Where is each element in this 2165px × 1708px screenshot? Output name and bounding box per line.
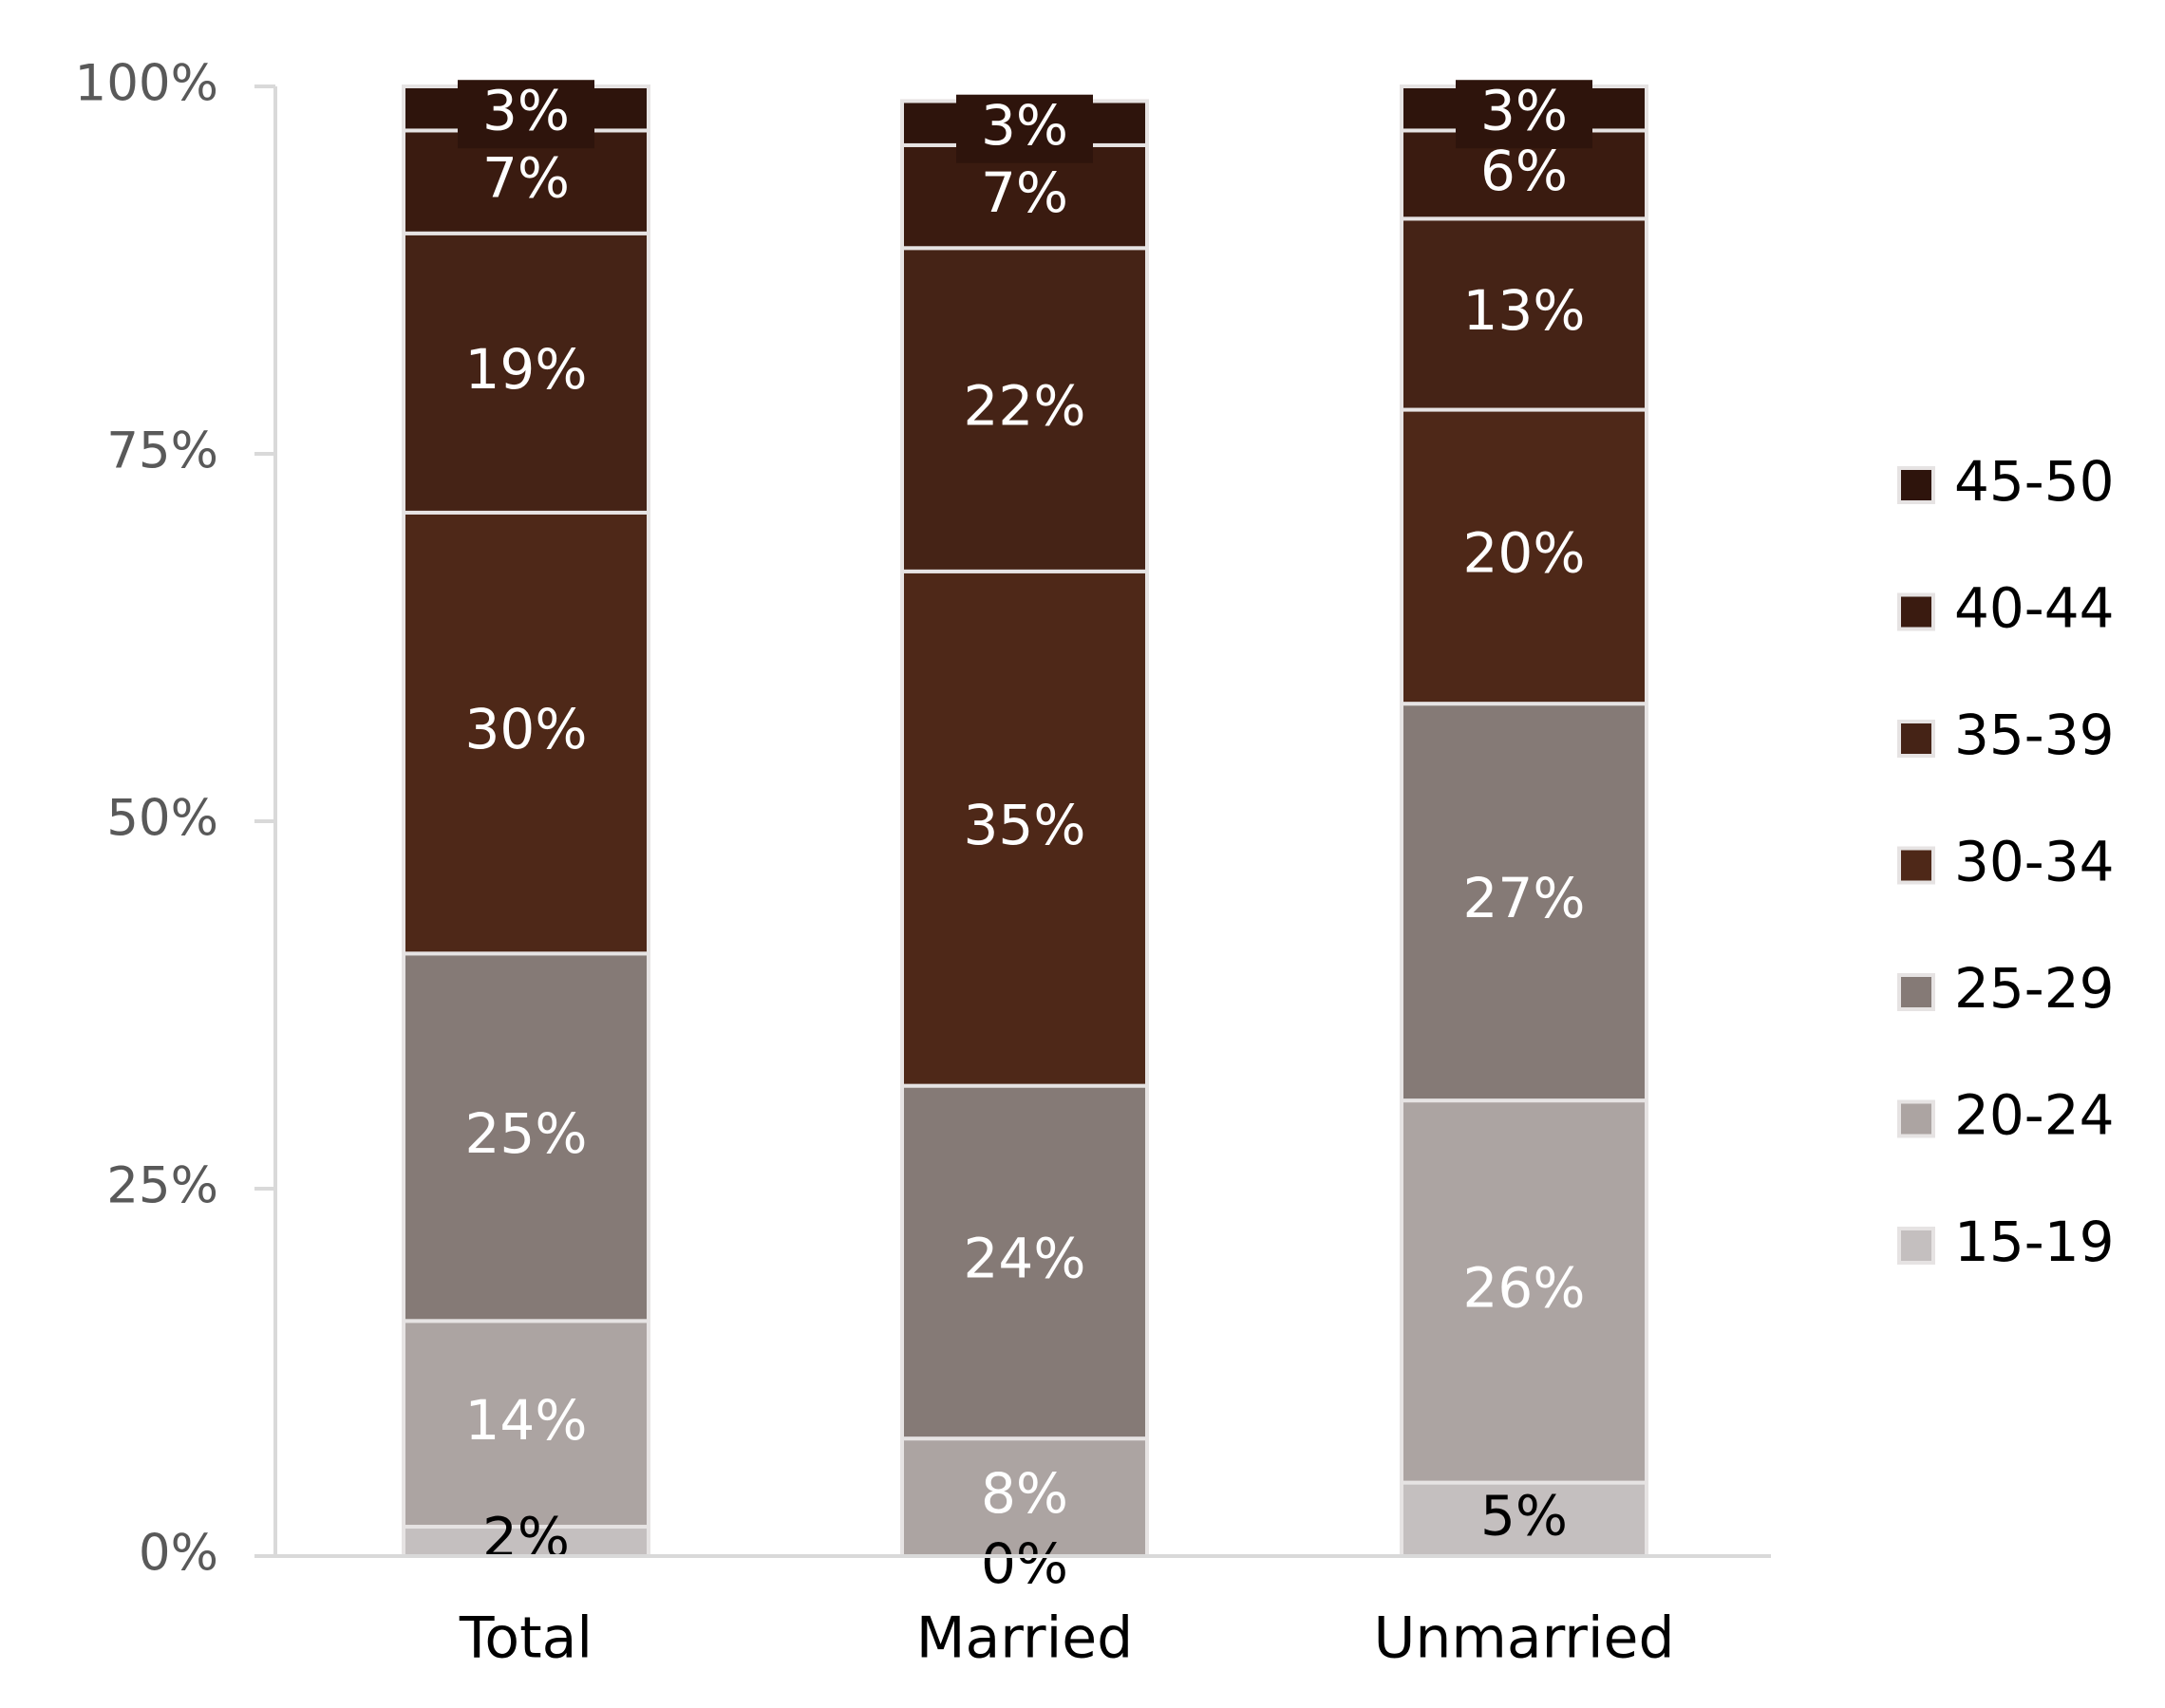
bar-segment bbox=[900, 1436, 1149, 1559]
data-label: 25% bbox=[465, 1101, 588, 1166]
x-tick-label: Unmarried bbox=[1373, 1605, 1674, 1672]
legend-label: 40-44 bbox=[1954, 576, 2115, 641]
bar-segment bbox=[402, 951, 650, 1323]
data-label: 14% bbox=[465, 1388, 588, 1453]
bar-segment bbox=[1400, 1098, 1648, 1485]
data-label: 3% bbox=[482, 78, 570, 142]
data-label: 0% bbox=[981, 1531, 1068, 1596]
data-label: 3% bbox=[1480, 78, 1568, 142]
data-label: 5% bbox=[1480, 1483, 1568, 1548]
data-label: 24% bbox=[964, 1227, 1086, 1291]
x-tick-label: Total bbox=[459, 1605, 593, 1672]
label-background bbox=[956, 94, 1093, 163]
bar-segment bbox=[1400, 216, 1648, 412]
bar-segment bbox=[402, 231, 650, 515]
bar-segment bbox=[1400, 702, 1648, 1103]
legend-label: 20-24 bbox=[1954, 1083, 2115, 1148]
data-label: 22% bbox=[964, 374, 1086, 439]
data-label: 19% bbox=[465, 337, 588, 402]
data-label: 27% bbox=[1463, 866, 1586, 930]
legend-swatch bbox=[1897, 720, 1935, 758]
data-label: 8% bbox=[981, 1461, 1068, 1526]
data-label: 26% bbox=[1463, 1255, 1586, 1320]
label-background bbox=[1456, 80, 1592, 149]
legend-swatch bbox=[1897, 846, 1935, 885]
data-label: 13% bbox=[1463, 278, 1586, 343]
y-tick-label: 75% bbox=[106, 422, 218, 480]
y-tick-label: 100% bbox=[74, 55, 218, 113]
data-label: 35% bbox=[964, 793, 1086, 857]
legend-label: 45-50 bbox=[1954, 449, 2115, 514]
legend-label: 35-39 bbox=[1954, 703, 2115, 767]
label-background bbox=[458, 80, 594, 149]
data-label: 3% bbox=[981, 93, 1068, 158]
y-tick-label: 50% bbox=[106, 790, 218, 848]
data-label: 7% bbox=[981, 160, 1068, 225]
legend-label: 15-19 bbox=[1954, 1210, 2115, 1274]
data-label: 7% bbox=[482, 146, 570, 211]
legend-swatch bbox=[1897, 1227, 1935, 1265]
x-tick-label: Married bbox=[916, 1605, 1134, 1672]
data-label: 6% bbox=[1480, 139, 1568, 203]
data-label: 30% bbox=[465, 697, 588, 761]
legend-swatch bbox=[1897, 973, 1935, 1011]
legend-swatch bbox=[1897, 466, 1935, 504]
bar-segment bbox=[402, 1319, 650, 1530]
data-label: 20% bbox=[1463, 520, 1586, 585]
y-tick-label: 0% bbox=[139, 1525, 218, 1583]
legend-label: 25-29 bbox=[1954, 956, 2115, 1021]
legend-swatch bbox=[1897, 1099, 1935, 1138]
bar-segment bbox=[900, 569, 1149, 1088]
y-tick-label: 25% bbox=[106, 1157, 218, 1215]
bar-segment bbox=[900, 1083, 1149, 1441]
legend-swatch bbox=[1897, 592, 1935, 631]
bar-segment bbox=[1400, 407, 1648, 706]
data-label: 2% bbox=[482, 1506, 570, 1570]
bar-segment bbox=[900, 142, 1149, 251]
legend-label: 30-34 bbox=[1954, 830, 2115, 894]
